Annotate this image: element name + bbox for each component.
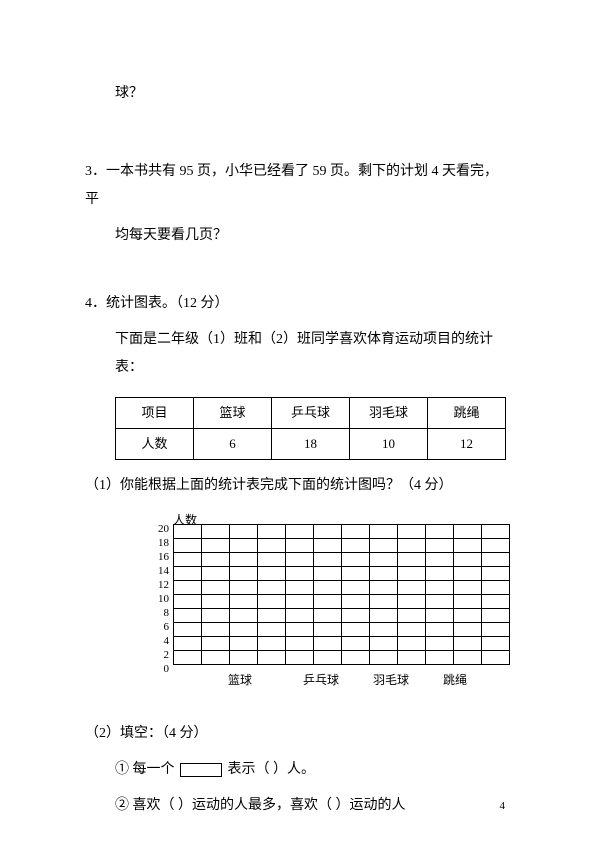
table-header: 羽毛球 — [350, 398, 428, 429]
fill-blank-1: ① 每一个 表示（ ）人。 — [115, 756, 510, 784]
sub-question-1: （1）你能根据上面的统计表完成下面的统计图吗？（4 分） — [85, 472, 510, 500]
problem-4: 4．统计图表。（12 分） 下面是二年级（1）班和（2）班同学喜欢体育运动项目的… — [85, 290, 510, 820]
fill1-prefix: ① 每一个 — [115, 762, 175, 777]
unit-box-icon — [180, 763, 222, 777]
fill-blank-2: ② 喜欢（ ）运动的人最多，喜欢（ ）运动的人 — [115, 792, 510, 820]
stats-table: 项目 篮球 乒乓球 羽毛球 跳绳 人数 6 18 10 12 — [115, 397, 506, 460]
table-header: 篮球 — [194, 398, 272, 429]
prev-line-fragment: 球？ — [115, 80, 510, 108]
q3-text-line2: 均每天要看几页？ — [115, 222, 510, 250]
table-cell: 18 — [272, 429, 350, 460]
q4-desc: 下面是二年级（1）班和（2）班同学喜欢体育运动项目的统计表： — [115, 326, 510, 382]
table-cell: 12 — [428, 429, 506, 460]
problem-3: 3．一本书共有 95 页，小华已经看了 59 页。剩下的计划 4 天看完，平 均… — [85, 158, 510, 250]
q4-label: 4． — [85, 296, 106, 311]
table-cell: 10 — [350, 429, 428, 460]
fill1-suffix: 表示（ ）人。 — [228, 762, 316, 777]
y-axis-labels: 20181614121086420 — [145, 524, 169, 678]
bar-chart-grid: 人数 20181614121086420 篮球乒乓球羽毛球跳绳 — [145, 510, 510, 695]
chart-grid — [173, 524, 510, 665]
table-row: 人数 6 18 10 12 — [116, 429, 506, 460]
table-header: 乒乓球 — [272, 398, 350, 429]
table-cell: 6 — [194, 429, 272, 460]
table-row: 项目 篮球 乒乓球 羽毛球 跳绳 — [116, 398, 506, 429]
table-cell: 人数 — [116, 429, 194, 460]
q3-label: 3． — [85, 164, 106, 179]
page-number: 4 — [500, 800, 506, 812]
sub-question-2: （2）填空：（4 分） — [85, 720, 510, 748]
q4-title: 统计图表。（12 分） — [106, 296, 229, 311]
table-header: 项目 — [116, 398, 194, 429]
q3-text: 一本书共有 95 页，小华已经看了 59 页。剩下的计划 4 天看完，平 — [85, 164, 498, 207]
table-header: 跳绳 — [428, 398, 506, 429]
